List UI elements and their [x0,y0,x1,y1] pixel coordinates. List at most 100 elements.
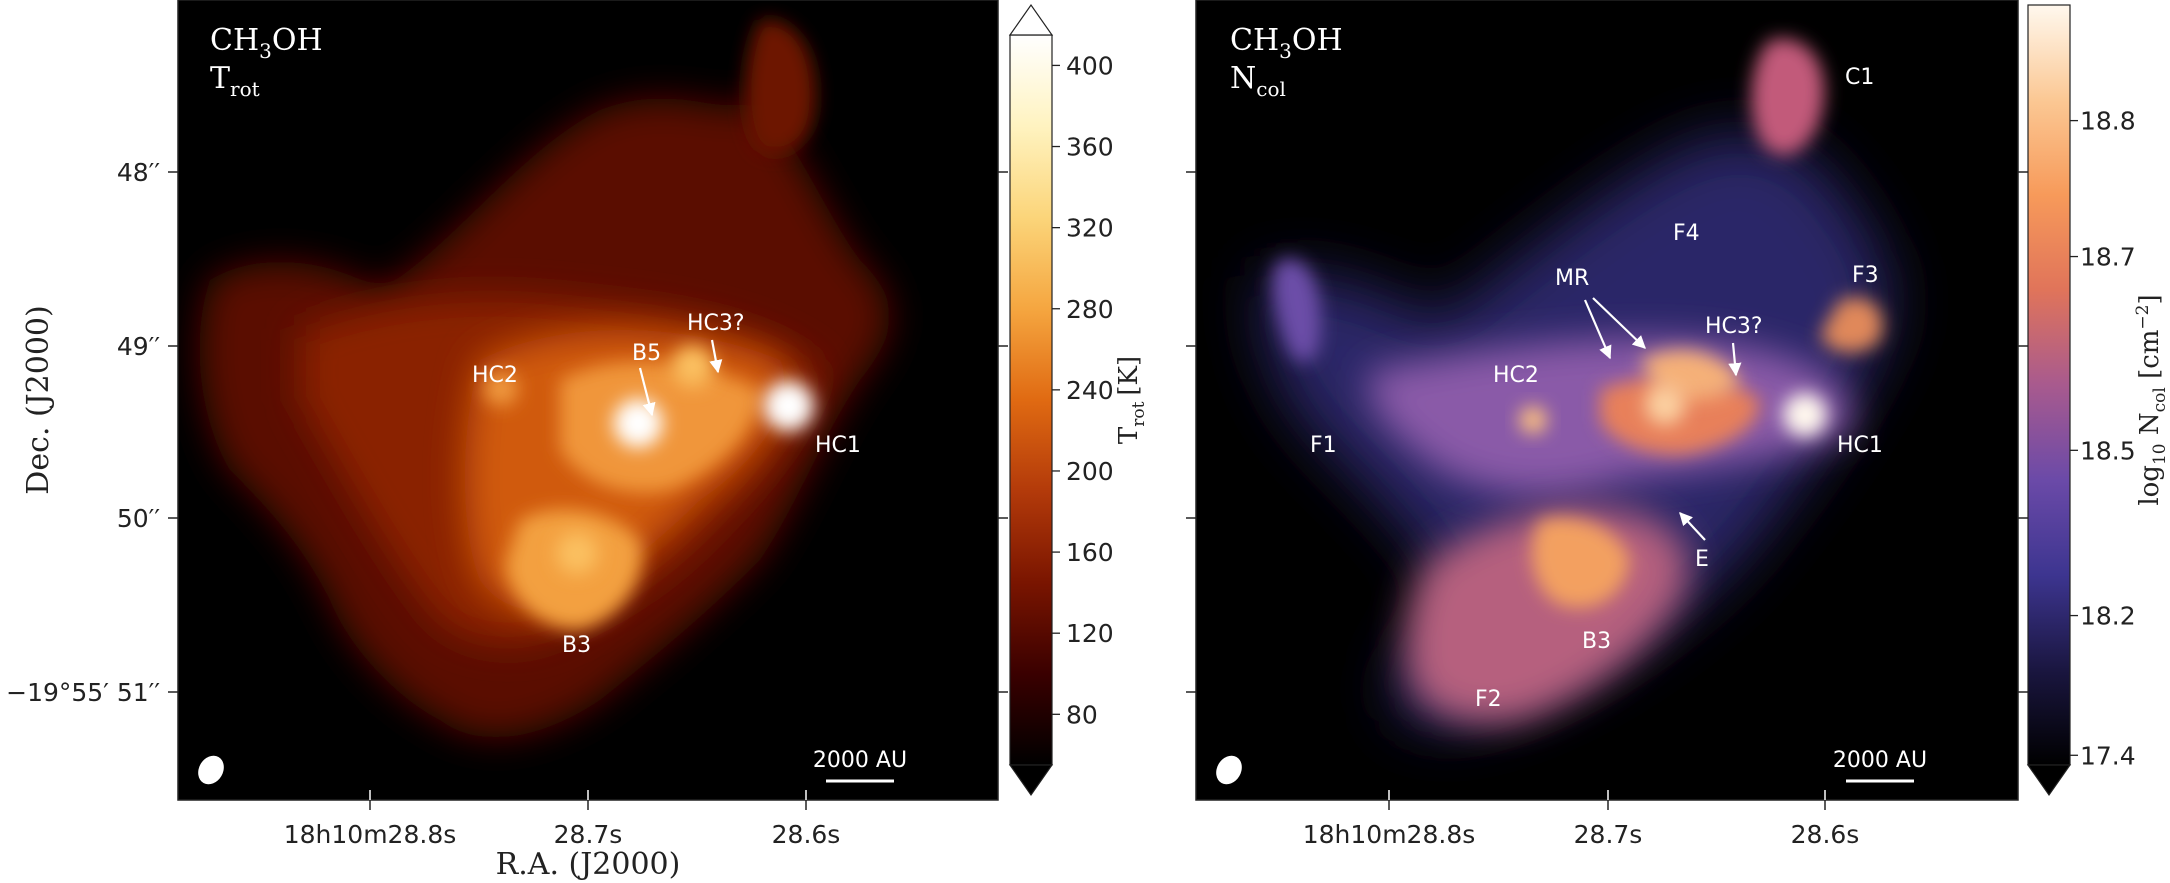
label-b5: B5 [632,341,661,366]
colorbar-label-ncol: log10 Ncol [cm−2] [2133,294,2170,505]
colorbar-tick-label: 80 [1066,700,1098,729]
title-quantity-ncol-sub: col [1256,77,1286,101]
x-tick-label: 28.6s [1791,820,1860,849]
x-tick-label: 18h10m28.8s [1303,820,1476,849]
colorbar-extend-top [1008,3,1054,36]
label-hc2-ncol: HC2 [1493,363,1539,388]
cbar-label-unit: [K] [1114,356,1144,396]
title-quantity-trot: Trot [210,61,260,101]
arrow-e [1679,512,1706,541]
label-hc2: HC2 [472,363,518,388]
cbar-label-log: log [2135,465,2165,506]
label-b3-ncol: B3 [1582,629,1611,654]
label-hc3: HC3? [687,311,745,336]
label-hc1: HC1 [815,433,861,458]
colorbar-tick-label: 18.8 [2080,107,2136,136]
beam-ellipse-trot [198,755,224,785]
y-tick-label: 48′′ [117,158,160,187]
colorbar-extend-bottom [2026,764,2072,797]
cbar-label-main: T [1114,426,1144,444]
colorbar-tick-label: 18.7 [2080,243,2136,272]
label-c1: C1 [1845,65,1874,90]
colorbar-tick-label: 400 [1066,51,1114,80]
colorbar-gradient [1009,34,1053,766]
y-tick-label: 49′′ [117,332,160,361]
colorbar-tick-label: 160 [1066,538,1114,567]
axes-frame-ncol [1195,0,2019,801]
label-f2: F2 [1475,687,1502,712]
y-ticks-ncol [1186,171,2028,693]
y-tick-label: −19°55′ 51′′ [6,678,160,707]
cbar-label-n-sub: col [2150,387,2170,412]
title-quantity: T [210,61,230,96]
colorbar-tick-label: 360 [1066,133,1114,162]
title-quantity-sub: rot [230,77,260,101]
emission-map-ncol [1260,38,1890,725]
cbar-label-log-sub: 10 [2150,443,2170,465]
title-molecule-tail: OH [272,23,323,58]
colorbar-tick-label: 240 [1066,376,1114,405]
emission-map-trot [199,19,890,738]
beam-ellipse-ncol [1216,755,1242,785]
x-tick-label: 18h10m28.8s [284,820,457,849]
cbar-label-end: ] [2135,294,2165,304]
x-tick-label: 28.6s [772,820,841,849]
colorbar-trot: 80 120 160 200 240 280 320 360 400 [1008,3,1114,797]
cbar-label-sub: rot [1129,401,1149,426]
title-molecule-sub: 3 [259,39,272,63]
label-f1: F1 [1310,433,1337,458]
title-molecule-ncol: CH [1230,23,1279,58]
label-f3: F3 [1852,263,1879,288]
colorbar-tick-label: 18.5 [2080,436,2136,465]
arrow-hc3 [709,339,723,374]
arrow-mr-2 [1592,297,1646,349]
source-hc2 [483,371,519,406]
source-marks-ncol [1519,385,1827,437]
source-hc1 [763,380,814,432]
x-tick-label: 28.7s [554,820,623,849]
title-molecule-tail-ncol: OH [1292,23,1343,58]
x-ticks-trot: 18h10m28.8s 28.7s 28.6s [284,790,841,849]
colorbar-tick-label: 120 [1066,619,1114,648]
arrow-mr-1 [1583,299,1612,360]
colorbar-label-trot: Trot [K] [1114,356,1149,444]
y-axis-label: Dec. (J2000) [21,305,56,494]
colorbar-tick-label: 17.4 [2080,741,2136,770]
colorbar-tick-label: 280 [1066,295,1114,324]
label-e: E [1695,547,1709,572]
panel-trot: 18h10m28.8s 28.7s 28.6s 48′′ 49′′ 50′′ −19°55… [6,0,1149,882]
source-hc3 [671,345,714,388]
cbar-label-sup: −2 [2133,304,2153,329]
title-ncol: CH3OH [1230,23,1343,63]
colorbar-tick-label: 320 [1066,214,1114,243]
source-b5 [613,398,663,448]
source-b3 [556,532,598,575]
y-tick-label: 50′′ [117,504,160,533]
scalebar-label-ncol: 2000 AU [1833,748,1927,773]
colorbar-tick-label: 18.2 [2080,602,2136,631]
title-molecule-sub-ncol: 3 [1279,39,1292,63]
title-quantity-ncol-main: N [1230,61,1256,96]
colorbar-extend-bottom [1008,764,1054,797]
cbar-label-unit-ncol: [cm [2135,330,2165,388]
title-molecule: CH [210,23,259,58]
source-marks-trot [483,345,814,575]
colorbar-ncol: 17.4 18.2 18.5 18.7 18.8 [2026,4,2136,797]
title-trot: CH3OH [210,23,323,63]
arrow-b5 [638,367,656,417]
x-axis-label: R.A. (J2000) [496,847,681,882]
label-f4: F4 [1673,221,1700,246]
scalebar-label-trot: 2000 AU [813,748,907,773]
arrow-hc3-ncol [1728,342,1742,377]
x-ticks-ncol: 18h10m28.8s 28.7s 28.6s [1303,790,1860,849]
colorbar-gradient [2027,4,2071,766]
y-ticks-trot: 48′′ 49′′ 50′′ −19°55′ 51′′ [6,158,1008,707]
colorbar-tick-label: 200 [1066,457,1114,486]
title-quantity-ncol: Ncol [1230,61,1286,101]
label-b3: B3 [562,633,591,658]
label-hc1-ncol: HC1 [1837,433,1883,458]
cbar-label-n: N [2135,412,2165,443]
label-hc3-ncol: HC3? [1705,314,1763,339]
panel-ncol: 18h10m28.8s 28.7s 28.6s CH3OH Ncol C1 F4 M… [1186,0,2170,849]
